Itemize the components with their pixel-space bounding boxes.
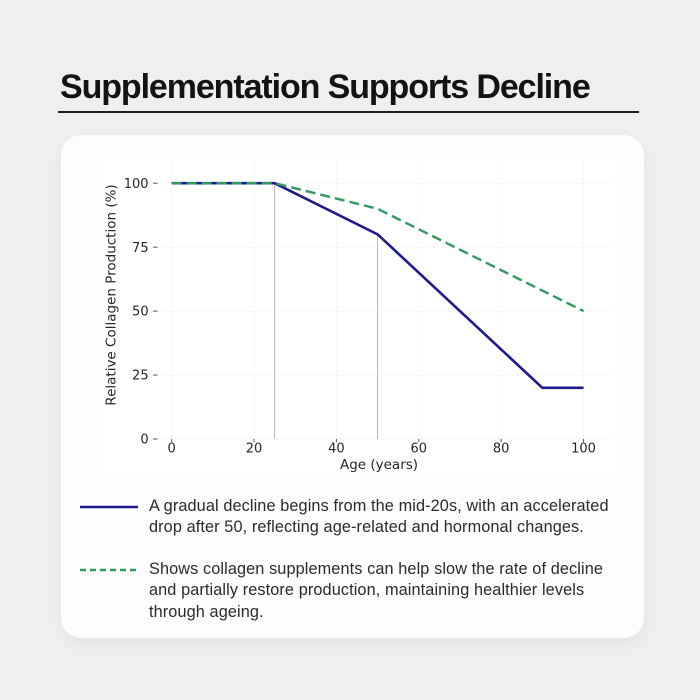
- figure-background: [101, 156, 622, 478]
- dashed-line-swatch: [80, 568, 138, 571]
- x-tick-label: 100: [571, 441, 596, 456]
- y-tick-label: 50: [132, 305, 149, 320]
- x-tick-label: 80: [493, 441, 510, 456]
- y-axis-label: Relative Collagen Production (%): [104, 184, 120, 405]
- y-tick-label: 25: [132, 369, 149, 384]
- y-tick-label: 0: [140, 433, 148, 448]
- solid-line-swatch: [80, 505, 138, 508]
- series-with-supplementation: [171, 182, 585, 313]
- legend-item-natural-decline: A gradual decline begins from the mid-20…: [61, 496, 644, 540]
- y-tick-label: 100: [124, 177, 149, 192]
- legend-item-with-supplementation: Shows collagen supplements can help slow…: [61, 559, 644, 625]
- x-tick-label: 0: [168, 441, 176, 456]
- y-tick-label: 75: [132, 241, 149, 256]
- collagen-production-chart: 0 20 40 60 80 100 0 25 50 75 100 Age (years) Relativ…: [101, 156, 622, 478]
- page-title: Supplementation Supports Decline: [60, 68, 591, 106]
- x-axis-label: Age (years): [340, 457, 418, 473]
- x-tick-label: 20: [246, 441, 263, 456]
- chart-card: 0 20 40 60 80 100 0 25 50 75 100 Age (years) Relativ…: [61, 135, 644, 638]
- title-divider: [58, 111, 639, 113]
- x-tick-label: 60: [411, 441, 428, 456]
- legend-text: A gradual decline begins from the mid-20…: [149, 496, 609, 537]
- legend-text: Shows collagen supplements can help slow…: [149, 559, 604, 621]
- x-tick-label: 40: [328, 441, 345, 456]
